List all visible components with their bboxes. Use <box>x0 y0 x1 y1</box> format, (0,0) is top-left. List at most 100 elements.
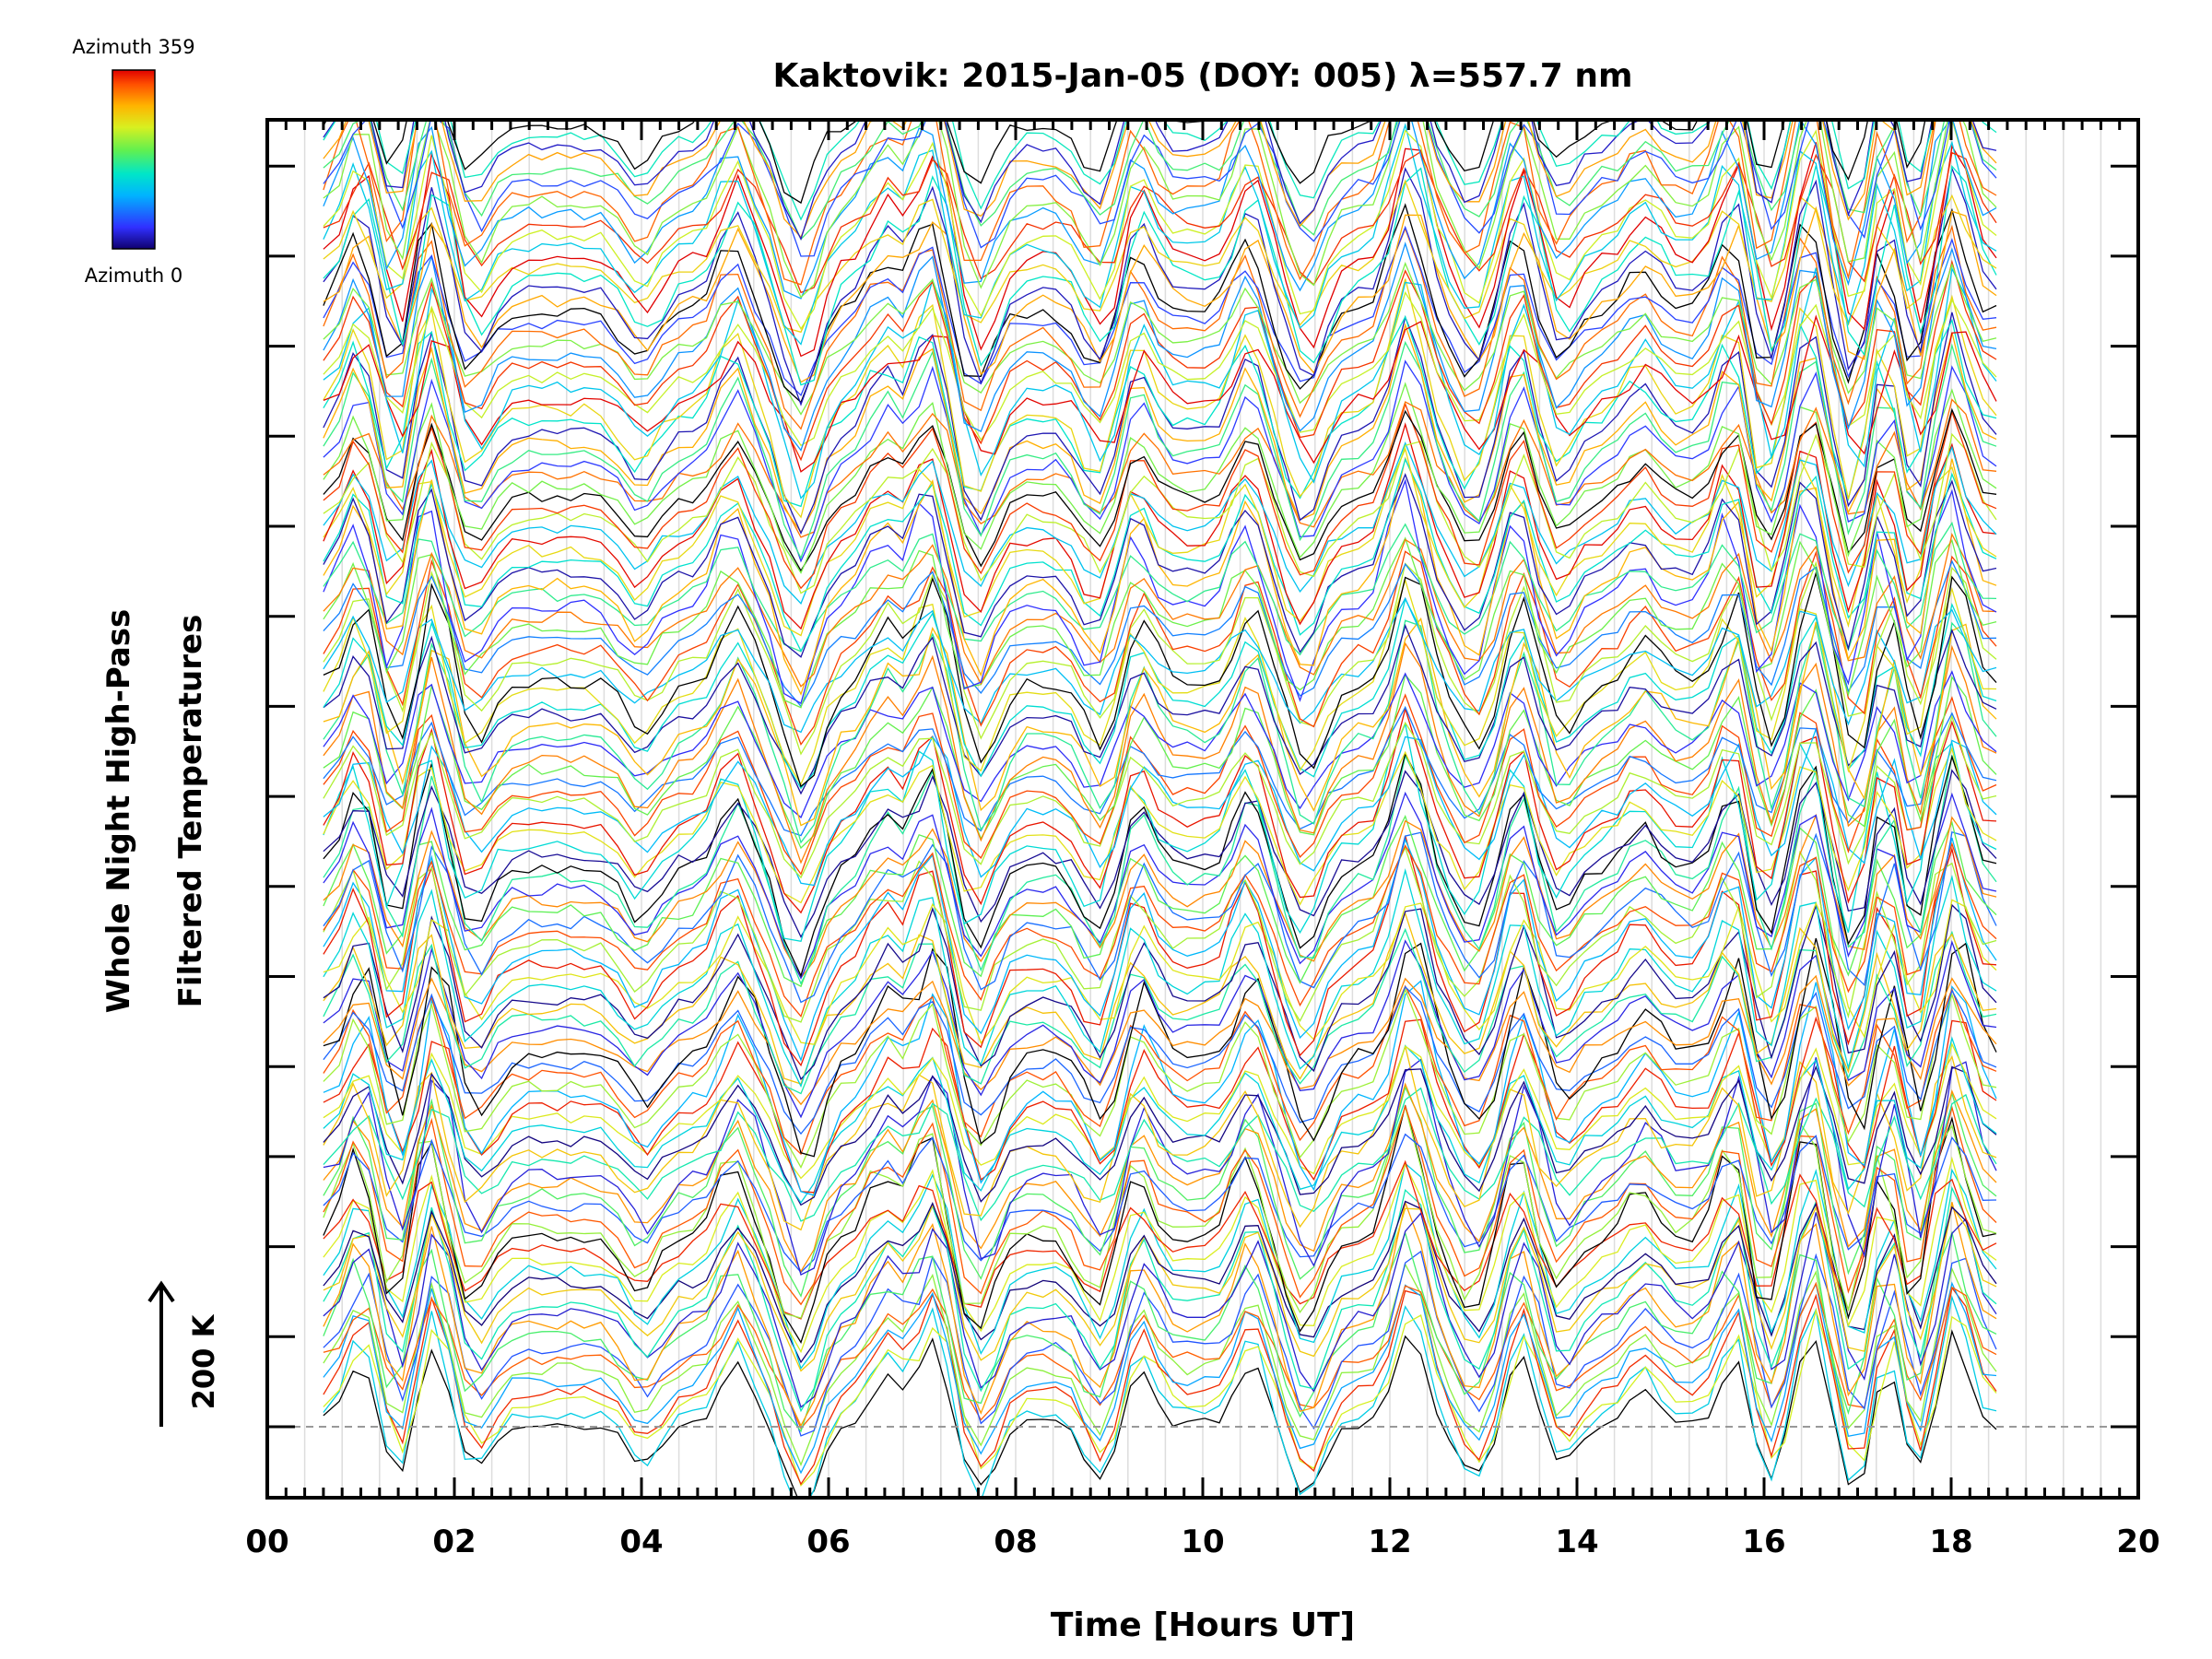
colorbar-top-label: Azimuth 359 <box>72 36 194 58</box>
series-line <box>323 867 1997 1088</box>
series-line <box>323 1230 1997 1433</box>
y-axis-label-line2: Filtered Temperatures <box>172 615 209 1008</box>
series-line <box>323 402 1997 590</box>
series-line <box>323 382 1997 574</box>
series-line <box>323 120 1997 239</box>
series-line <box>323 120 1997 257</box>
series-line <box>323 312 1997 535</box>
series-line <box>323 550 1997 746</box>
series-line <box>323 120 1997 286</box>
axis-ticks <box>265 120 2140 1498</box>
series-line <box>323 203 1997 404</box>
series-line <box>323 1185 1997 1413</box>
x-tick-label: 18 <box>1929 1524 1972 1560</box>
series-line <box>323 323 1997 534</box>
series-line <box>323 1329 1997 1498</box>
series-line <box>323 290 1997 447</box>
series-line <box>323 571 1997 788</box>
series-line <box>323 1016 1997 1194</box>
series-line <box>323 1036 1997 1205</box>
series-line <box>323 985 1997 1135</box>
series-line <box>323 1263 1997 1466</box>
series-line <box>323 596 1997 734</box>
x-tick-label: 08 <box>994 1524 1037 1560</box>
series-line <box>323 164 1997 386</box>
series-line <box>323 120 1997 300</box>
series-line <box>323 278 1997 519</box>
series-line <box>323 1294 1997 1498</box>
series-line <box>323 1286 1997 1486</box>
series-line <box>323 123 1997 346</box>
series-line <box>323 473 1997 658</box>
series-line <box>323 984 1997 1156</box>
series-line <box>323 939 1997 1119</box>
series-line <box>323 1082 1997 1273</box>
series-line <box>323 1156 1997 1354</box>
scale-bar: 200 K <box>147 1280 221 1427</box>
series-line <box>323 120 1997 241</box>
series-line <box>323 813 1997 980</box>
series-line <box>323 225 1997 397</box>
series-line <box>323 1042 1997 1180</box>
series-line <box>323 315 1997 508</box>
series-line <box>323 241 1997 452</box>
x-tick-label: 06 <box>806 1524 850 1560</box>
series-line <box>323 912 1997 1085</box>
x-axis-label: Time [Hours UT] <box>1051 1606 1355 1644</box>
scale-bar-label: 200 K <box>186 1313 221 1409</box>
series-line <box>323 1281 1997 1430</box>
series-line <box>323 314 1997 473</box>
series-line <box>323 791 1997 980</box>
series-line <box>323 673 1997 850</box>
series-line <box>323 1133 1997 1274</box>
series-line <box>323 179 1997 334</box>
series-line <box>323 1104 1997 1306</box>
series-line <box>323 142 1997 358</box>
series-line <box>323 441 1997 605</box>
series-line <box>323 1281 1997 1475</box>
series-line <box>323 1104 1997 1319</box>
colorbar-bottom-label: Azimuth 0 <box>85 265 183 287</box>
series-line <box>323 457 1997 653</box>
x-tick-label: 00 <box>245 1524 288 1560</box>
series-line <box>323 120 1997 330</box>
series-line <box>323 815 1997 988</box>
scale-arrow-head <box>147 1280 175 1303</box>
chart-title: Kaktovik: 2015-Jan-05 (DOY: 005) λ=557.7… <box>773 57 1633 95</box>
y-axis-label-line1: Whole Night High-Pass <box>100 609 137 1014</box>
series-line <box>323 837 1997 1063</box>
series-line <box>323 532 1997 688</box>
series-line <box>323 398 1997 538</box>
x-tick-labels: 00 02 04 06 08 10 12 14 16 18 20 <box>245 1524 2159 1560</box>
series-line <box>323 407 1997 572</box>
series-line <box>323 987 1997 1169</box>
series-line <box>323 751 1997 978</box>
series-line <box>323 536 1997 709</box>
series-line <box>323 266 1997 500</box>
series-line <box>323 623 1997 795</box>
series-line <box>323 120 1997 241</box>
series-line <box>323 670 1997 818</box>
series-line <box>323 927 1997 1095</box>
series-line <box>323 166 1997 406</box>
series-line <box>323 340 1997 560</box>
series-line <box>323 1200 1997 1428</box>
series-line <box>323 619 1997 844</box>
x-tick-label: 10 <box>1181 1524 1224 1560</box>
x-tick-label: 20 <box>2116 1524 2159 1560</box>
x-tick-label: 04 <box>619 1524 663 1560</box>
series-line <box>323 150 1997 294</box>
series-line <box>323 1308 1997 1487</box>
series-line <box>323 1162 1997 1371</box>
x-tick-label: 14 <box>1555 1524 1598 1560</box>
series-line <box>323 206 1997 383</box>
series-line <box>323 617 1997 827</box>
series-line <box>323 846 1997 1023</box>
series-line <box>323 1065 1997 1206</box>
series-line <box>323 726 1997 887</box>
series-group <box>323 120 1997 1498</box>
series-line <box>323 1204 1997 1372</box>
colorbar: Azimuth 359 Azimuth 0 <box>72 36 194 287</box>
series-line <box>323 706 1997 914</box>
